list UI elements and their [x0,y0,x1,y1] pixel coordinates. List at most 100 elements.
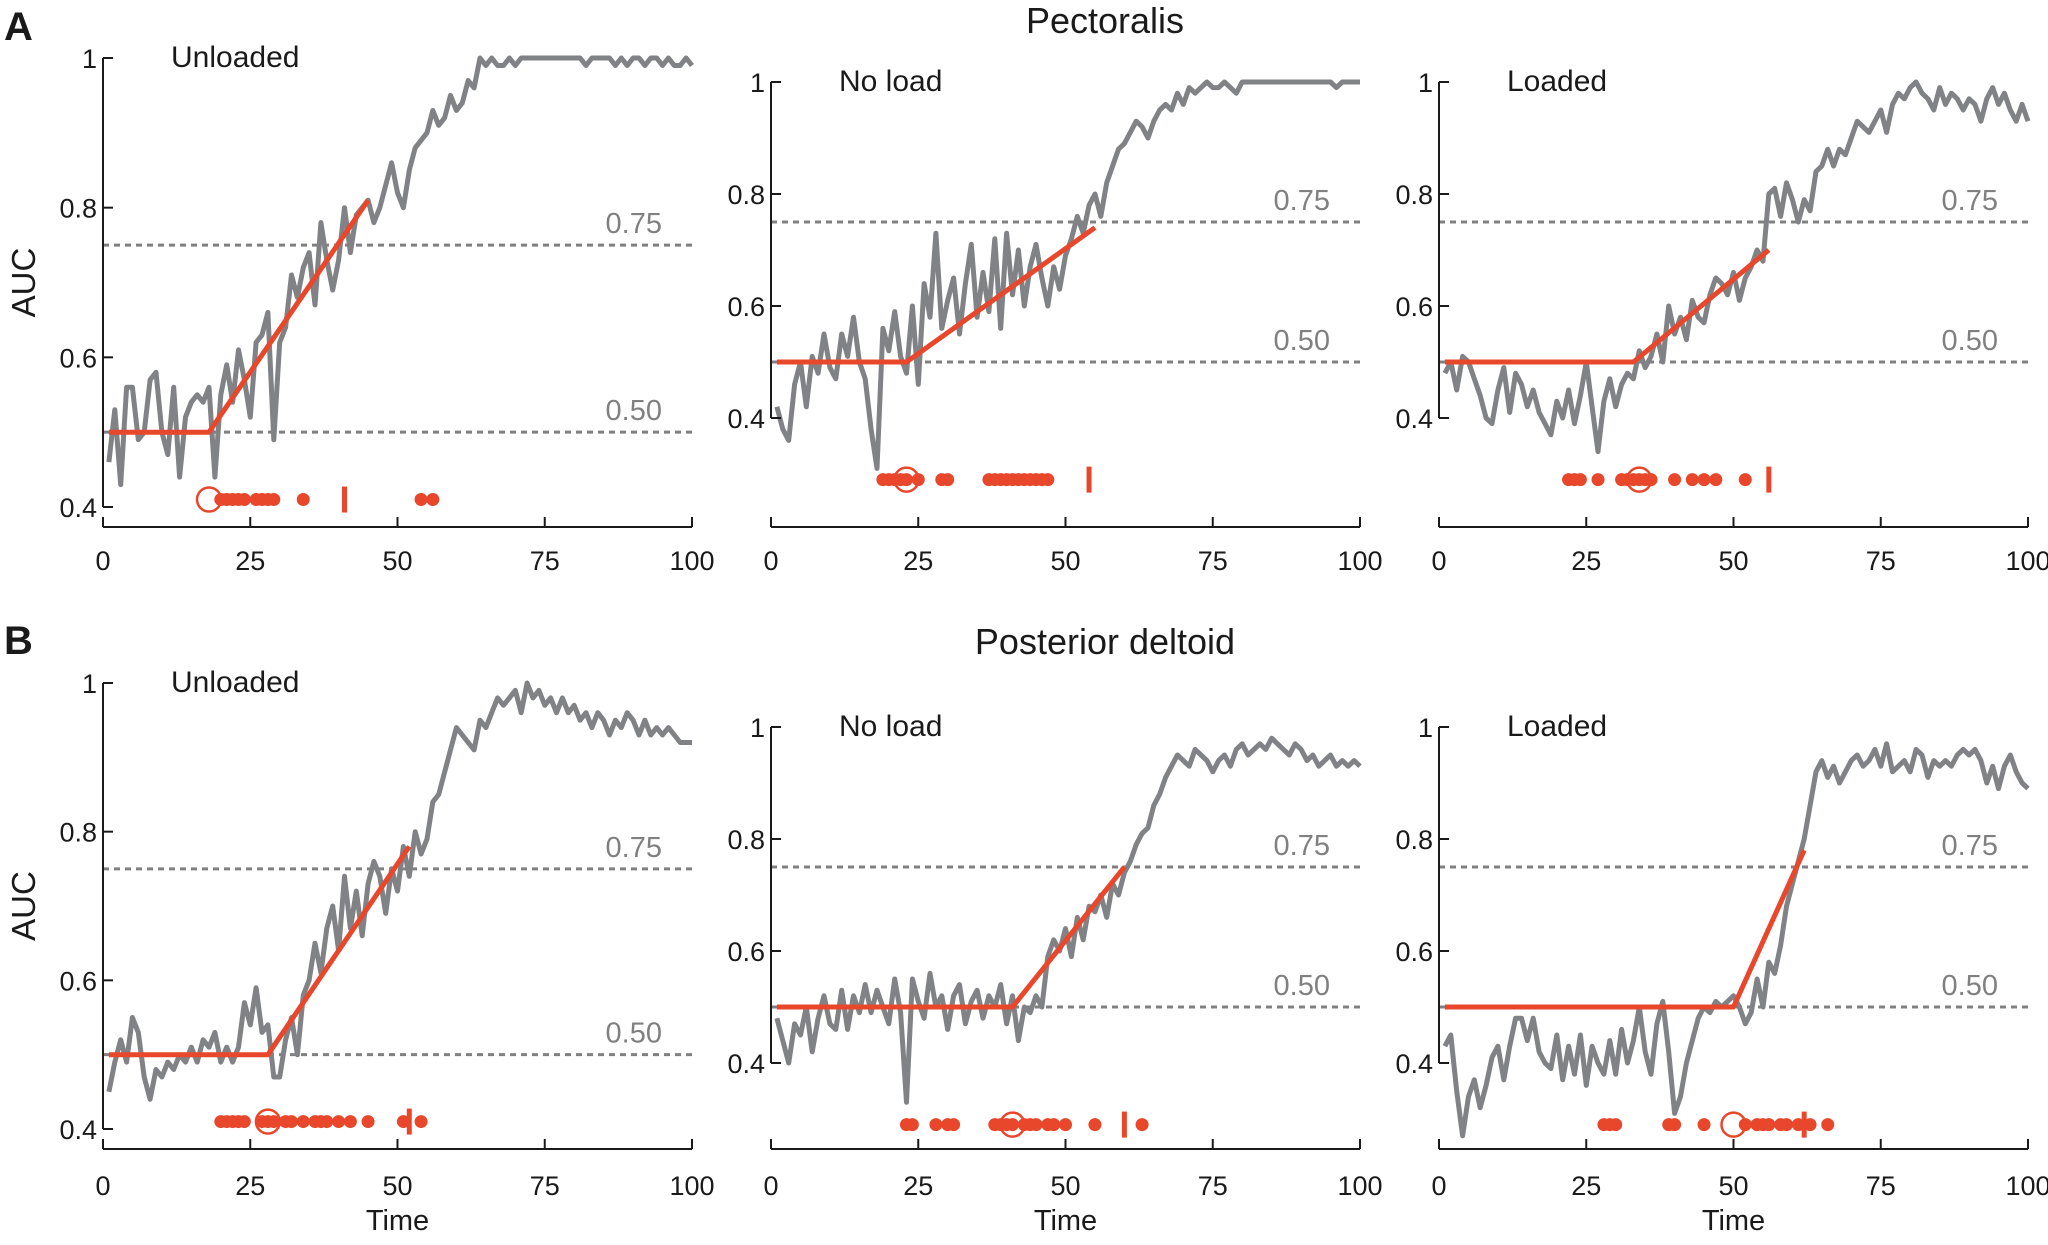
onset-dot [905,1118,919,1132]
row-title-posterior-deltoid: Posterior deltoid [975,621,1235,662]
x-tick-label: 0 [95,546,110,576]
y-tick-label: 0.4 [59,1115,97,1145]
condition-title: No load [839,710,942,743]
threshold-label-0.75: 0.75 [606,208,662,240]
x-axis-title: Time [1034,1205,1097,1237]
x-tick-label: 0 [1431,1171,1446,1201]
onset-dot [237,1115,251,1129]
onset-circle-marker [893,466,920,493]
onset-dot [1668,473,1682,487]
onset-dot [1088,1118,1102,1132]
fit-line [1444,248,1771,365]
onset-dot [1762,1118,1776,1132]
threshold-label-0.75: 0.75 [606,832,662,864]
threshold-label-0.50: 0.50 [606,395,662,427]
threshold-label-0.50: 0.50 [606,1018,662,1050]
onset-dot [267,493,281,507]
auc-series-line [1442,79,2031,455]
chart-panel-b-loaded: Loaded 0.75 0.50 0.4 0.6 0.8 1 0 25 50 75 100 Time [1395,710,2048,1237]
onset-dot [1709,473,1723,487]
y-tick-label: 0.8 [1395,180,1433,210]
threshold-label-0.75: 0.75 [1274,830,1330,862]
onset-dot [1029,1118,1043,1132]
onset-circle-marker [195,486,223,513]
x-tick-label: 50 [382,546,412,576]
x-tick-label: 75 [1198,546,1228,576]
y-tick-label: 1 [82,669,97,699]
x-tick-label: 50 [1718,546,1748,576]
x-tick-label: 0 [763,546,778,576]
fit-line [108,845,412,1058]
onset-dot [1803,1118,1817,1132]
y-tick-label: 0.6 [1395,292,1433,322]
onset-dot [296,1115,310,1129]
y-tick-label: 0.4 [727,404,765,434]
y-tick-label: 0.6 [1395,937,1433,967]
x-tick-label: 75 [530,1171,560,1201]
x-tick-label: 50 [1050,1171,1080,1201]
y-tick-label: 0.4 [727,1049,765,1079]
x-tick-label: 75 [530,546,560,576]
x-axis-title: Time [1702,1205,1765,1237]
chart-panel-b-no-load: No load 0.75 0.50 0.4 0.6 0.8 1 0 25 50 75 100 Time [727,710,1382,1237]
onset-dot [320,1115,334,1129]
onset-dot [929,1118,943,1132]
x-tick-label: 100 [669,1171,714,1201]
x-tick-label: 100 [1337,546,1382,576]
onset-dot [284,1115,298,1129]
y-tick-label: 0.8 [727,825,765,855]
x-tick-label: 25 [1571,546,1601,576]
y-tick-label: 0.8 [59,818,97,848]
onset-dot [1005,1118,1019,1132]
onset-circle-marker [999,1111,1026,1138]
onset-dot [947,1118,961,1132]
onset-dot [1697,1118,1711,1132]
x-tick-label: 25 [235,1171,265,1201]
onset-circle-marker [254,1108,282,1135]
x-tick-label: 25 [903,546,933,576]
y-tick-label: 1 [750,68,765,98]
fit-line [108,198,371,435]
y-tick-label: 1 [750,713,765,743]
y-tick-label: 0.8 [727,180,765,210]
chart-panel-b-unloaded: Unloaded 0.75 0.50 0.4 0.6 0.8 1 0 25 50 75 100 AUC T… [5,666,715,1237]
onset-dot [1697,473,1711,487]
onset-dot [237,493,251,507]
x-axis-title: Time [366,1205,429,1237]
onset-dot [1685,473,1699,487]
onset-dot [1041,473,1055,487]
threshold-label-0.75: 0.75 [1942,830,1998,862]
fit-line [776,865,1127,1010]
onset-dot [396,1115,410,1129]
onset-dot [1738,473,1752,487]
threshold-label-0.50: 0.50 [1942,970,1998,1002]
onset-dot [1059,1118,1072,1132]
onset-dot [414,493,428,507]
panel-letter-a: A [4,5,33,49]
onset-dot [361,1115,375,1129]
y-tick-label: 0.4 [1395,404,1433,434]
threshold-label-0.75: 0.75 [1274,185,1330,217]
chart-panel-a-loaded: Loaded 0.75 0.50 0.4 0.6 0.8 1 0 25 50 75 100 [1395,65,2048,576]
onset-dot [1668,1118,1682,1132]
chart-panel-a-unloaded: Unloaded 0.75 0.50 0.4 0.6 0.8 1 0 25 50 75 100 AUC [5,41,715,576]
threshold-label-0.50: 0.50 [1274,970,1330,1002]
x-tick-label: 25 [235,546,265,576]
condition-title: Loaded [1507,710,1607,743]
fit-line [776,225,1097,365]
onset-dot [1591,473,1605,487]
onset-dot [1047,1118,1061,1132]
y-tick-label: 1 [82,44,97,74]
auc-series-line [106,680,692,1102]
x-tick-label: 0 [1431,546,1446,576]
onset-dot [1135,1118,1149,1132]
condition-title: Loaded [1507,65,1607,98]
auc-series-line [1442,741,2030,1139]
condition-title: No load [839,65,942,98]
x-tick-label: 25 [903,1171,933,1201]
x-tick-label: 0 [95,1171,110,1201]
y-tick-label: 0.6 [727,937,765,967]
threshold-label-0.50: 0.50 [1274,325,1330,357]
